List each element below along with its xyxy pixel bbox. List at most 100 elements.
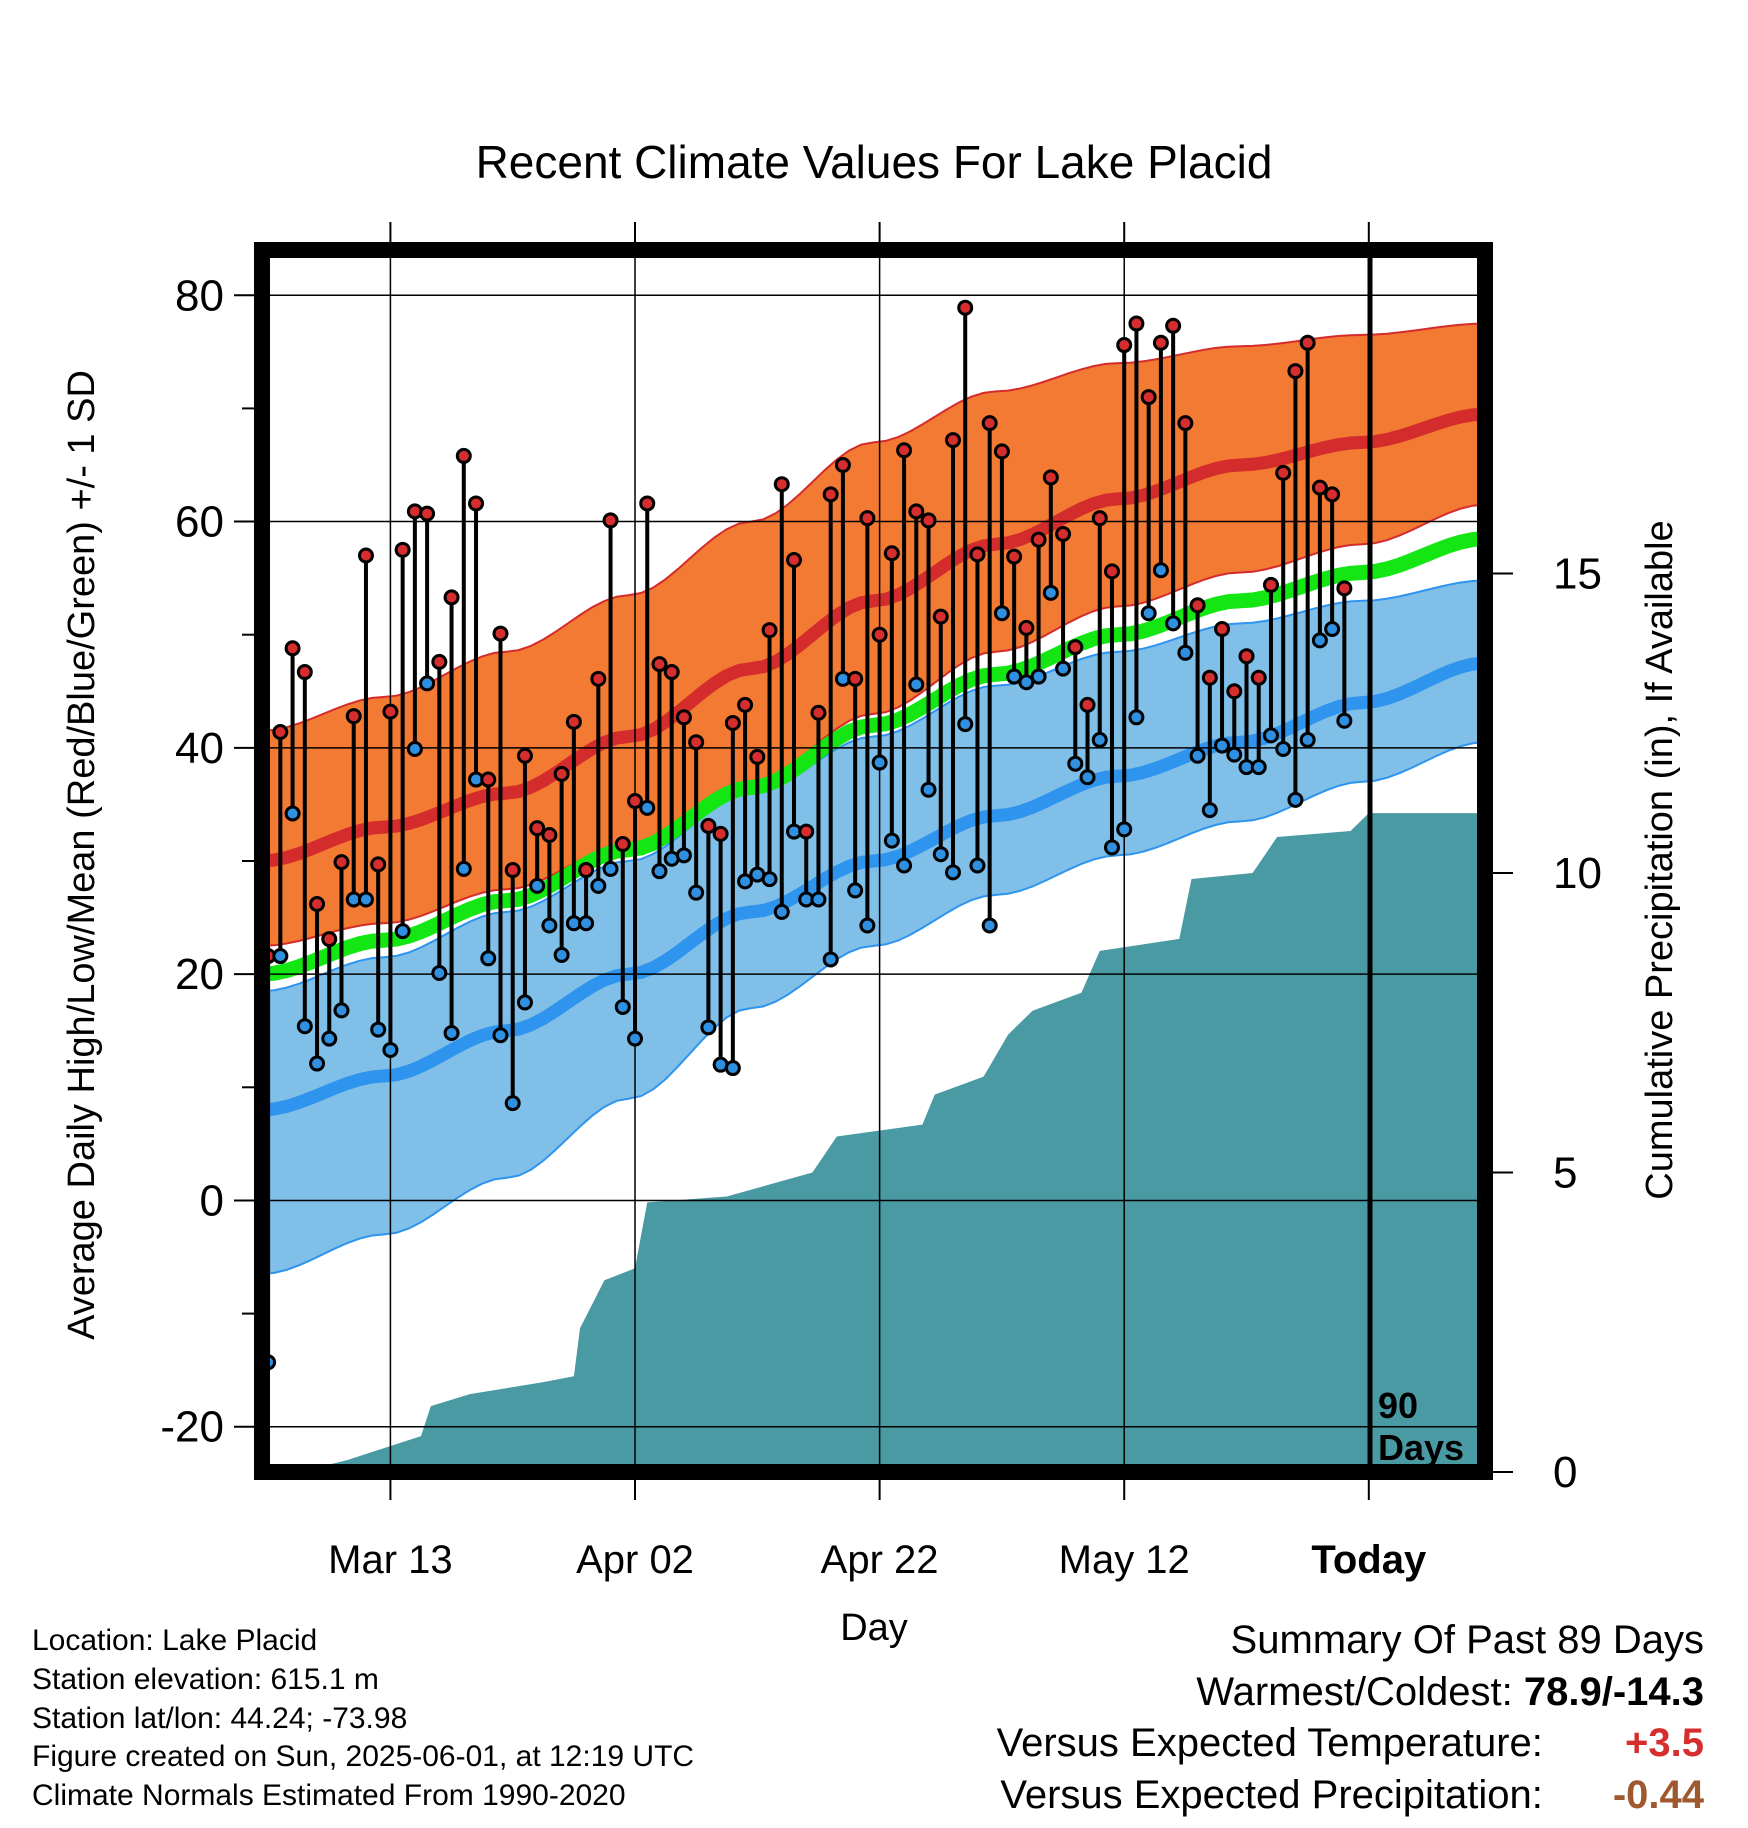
daily-low-point [773,903,790,920]
daily-low-point [406,740,423,757]
daily-high-point [724,714,741,731]
daily-high-point [993,443,1010,460]
daily-high-point [284,640,301,657]
daily-high-point [712,825,729,842]
temp-vs-expected-label: Versus Expected Temperature: [996,1721,1543,1765]
daily-high-point [382,703,399,720]
daily-low-point [639,799,656,816]
daily-high-point [321,931,338,948]
daily-low-point [1226,746,1243,763]
summary-panel: Summary Of Past 89 Days Warmest/Coldest:… [997,1615,1704,1821]
daily-high-point [981,415,998,432]
elevation-text: Station elevation: 615.1 m [32,1662,379,1696]
y-left-tick-label: 60 [175,498,224,547]
y-left-tick-label: 80 [175,271,224,320]
daily-high-point [859,510,876,527]
temp-vs-expected-value: +3.5 [1625,1721,1704,1765]
daily-low-point [1042,584,1059,601]
daily-low-point [896,857,913,874]
daily-low-point [443,1024,460,1041]
daily-high-point [883,545,900,562]
precip-vs-expected-label: Versus Expected Precipitation: [1000,1772,1543,1817]
warmest-coldest-label: Warmest/Coldest: [1196,1669,1513,1714]
daily-high-point [810,704,827,721]
x-tick-label: Mar 13 [328,1538,453,1582]
daily-low-point [284,805,301,822]
daily-high-point [480,771,497,788]
chart-title: Recent Climate Values For Lake Placid [476,136,1273,188]
daily-low-point [382,1041,399,1058]
daily-low-point [1006,668,1023,685]
daily-high-point [639,495,656,512]
daily-high-point [773,476,790,493]
daily-high-point [309,895,326,912]
daily-high-point [1165,317,1182,334]
y-axis-right-label: Cumulative Precipitation (in), If Availa… [1639,520,1681,1199]
daily-low-point [957,716,974,733]
daily-low-point [627,1030,644,1047]
daily-high-point [590,670,607,687]
daily-low-point [614,998,631,1015]
daily-low-point [688,884,705,901]
precip-vs-expected-row: Versus Expected Precipitation: -0.44 [997,1770,1704,1822]
daily-high-point [1299,334,1316,351]
daily-high-point [1042,469,1059,486]
daily-high-point [688,734,705,751]
daily-high-point [761,622,778,639]
warmest-coldest-value: 78.9/-14.3 [1523,1669,1704,1714]
y-left-tick-label: 0 [200,1176,224,1225]
daily-high-point [296,664,313,681]
y-right-tick-label: 15 [1553,549,1602,598]
daily-high-point [516,747,533,764]
warmest-coldest-row: Warmest/Coldest: 78.9/-14.3 [997,1667,1704,1719]
daily-high-point [1177,415,1194,432]
daily-high-point [1030,531,1047,548]
daily-low-point [516,994,533,1011]
daily-low-point [883,832,900,849]
daily-low-point [1177,644,1194,661]
precip-vs-expected-value: -0.44 [1612,1772,1704,1817]
daily-low-point [700,1019,717,1036]
y-left-tick-label: 40 [175,724,224,773]
x-tick-label: May 12 [1059,1538,1190,1582]
daily-high-point [932,608,949,625]
today-days-label-2: Days [1378,1427,1464,1468]
y-right-tick-label: 10 [1553,849,1602,898]
x-axis-label: Day [840,1607,908,1649]
low-upper-edge [262,579,1485,993]
daily-low-point [969,857,986,874]
daily-high-point [431,653,448,670]
daily-low-point [675,847,692,864]
daily-high-point [675,709,692,726]
daily-low-point [944,864,961,881]
daily-high-point [1152,334,1169,351]
daily-high-point [920,512,937,529]
daily-low-point [1128,709,1145,726]
daily-low-point [1324,621,1341,638]
daily-high-point [443,589,460,606]
daily-high-point [1262,576,1279,593]
daily-high-point [394,541,411,558]
daily-high-point [541,826,558,843]
daily-high-point [1140,389,1157,406]
daily-low-point [578,915,595,932]
daily-high-point [798,823,815,840]
daily-low-point [981,917,998,934]
temp-vs-expected-row: Versus Expected Temperature: +3.5 [997,1718,1704,1770]
x-tick-label: Apr 22 [821,1538,939,1582]
daily-high-point [663,664,680,681]
daily-low-point [431,965,448,982]
daily-low-point [321,1030,338,1047]
daily-low-point [370,1021,387,1038]
daily-low-point [296,1018,313,1035]
daily-high-point [1238,648,1255,665]
daily-high-point [1336,580,1353,597]
daily-high-point [529,820,546,837]
daily-low-point [1201,802,1218,819]
daily-high-point [1189,597,1206,614]
daily-low-point [1140,605,1157,622]
daily-mean-line [262,531,1485,982]
daily-high-point [370,856,387,873]
daily-high-point [1311,479,1328,496]
daily-low-point [1116,821,1133,838]
